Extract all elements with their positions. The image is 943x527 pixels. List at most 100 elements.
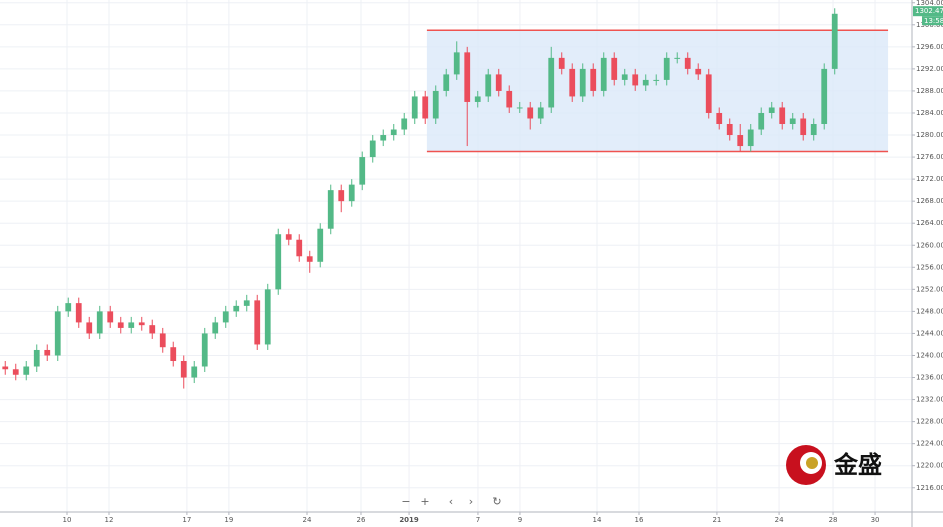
y-tick-label: 1220.00 (916, 462, 943, 470)
candle-body (201, 333, 208, 367)
candle-body (464, 52, 471, 102)
candle-body (695, 68, 702, 75)
y-tick-label: 1280.00 (916, 131, 943, 139)
candle-body (569, 68, 576, 97)
candle-body (128, 322, 135, 328)
nav-buttons: − + ‹ › ↻ (401, 495, 501, 508)
x-tick-label: 24 (303, 516, 312, 524)
candle-body (674, 57, 681, 59)
candle-body (747, 129, 754, 147)
x-tick-label: 19 (224, 516, 233, 524)
candle-body (579, 68, 586, 97)
candle-body (296, 239, 303, 257)
candle-body (243, 300, 250, 306)
countdown-label: 13:58 (924, 17, 943, 25)
y-tick-label: 1224.00 (916, 440, 943, 448)
candle-body (2, 366, 9, 370)
candle-body (590, 68, 597, 91)
zoom-out-button[interactable]: − (401, 495, 410, 508)
last-price-label: 1302.47 (915, 7, 943, 15)
reset-button[interactable]: ↻ (492, 495, 501, 508)
candle-body (149, 325, 156, 334)
y-tick-label: 1216.00 (916, 484, 943, 492)
candle-body (506, 90, 513, 108)
candle-body (212, 322, 219, 334)
x-tick-label: 26 (357, 516, 366, 524)
zoom-in-button[interactable]: + (420, 495, 429, 508)
x-tick-label: 12 (105, 516, 114, 524)
candle-body (306, 256, 313, 262)
y-tick-label: 1248.00 (916, 307, 943, 315)
candle-body (495, 74, 502, 91)
candle-body (548, 57, 555, 108)
candle-body (44, 349, 51, 356)
candle-body (401, 118, 408, 130)
y-tick-label: 1276.00 (916, 153, 943, 161)
candle-body (831, 13, 838, 69)
candle-body (75, 303, 82, 323)
candle-body (653, 79, 660, 81)
candle-body (233, 305, 240, 312)
candle-body (390, 129, 397, 136)
candle-body (317, 228, 324, 262)
candle-body (737, 135, 744, 147)
candle-body (474, 96, 481, 102)
candle-body (86, 322, 93, 334)
candle-body (138, 322, 145, 326)
candle-body (726, 124, 733, 136)
candle-body (716, 112, 723, 125)
candle-body (338, 190, 345, 202)
candle-body (611, 57, 618, 80)
y-tick-label: 1236.00 (916, 374, 943, 382)
x-tick-label: 21 (712, 516, 721, 524)
candle-body (159, 333, 166, 348)
y-tick-label: 1244.00 (916, 329, 943, 337)
candle-body (348, 184, 355, 202)
plot (2, 8, 889, 389)
scroll-left-button[interactable]: ‹ (449, 495, 453, 508)
last-price-tag (913, 6, 943, 17)
y-tick-label: 1228.00 (916, 418, 943, 426)
y-tick-label: 1260.00 (916, 241, 943, 249)
x-tick-label: 28 (829, 516, 838, 524)
scroll-right-button[interactable]: › (469, 495, 473, 508)
candle-body (821, 68, 828, 125)
candle-body (558, 57, 565, 69)
candle-body (422, 96, 429, 119)
x-tick-label: 10 (63, 516, 72, 524)
candle-body (275, 234, 282, 290)
x-tick-label: 24 (775, 516, 784, 524)
candle-body (12, 369, 19, 375)
x-tick-label: 7 (476, 516, 480, 524)
candle-body (170, 347, 177, 361)
candle-body (23, 366, 30, 375)
candle-body (65, 303, 72, 312)
x-tick-label: 9 (518, 516, 522, 524)
logo-text: 金盛 (833, 451, 882, 479)
y-tick-label: 1264.00 (916, 219, 943, 227)
candle-body (485, 74, 492, 97)
candle-body (96, 311, 103, 334)
x-tick-label: 17 (182, 516, 191, 524)
candle-body (54, 311, 61, 356)
candle-body (453, 52, 460, 75)
x-tick-label: 2019 (399, 516, 419, 524)
candle-body (516, 107, 523, 109)
candle-body (107, 311, 114, 323)
y-tick-label: 1284.00 (916, 109, 943, 117)
candle-body (600, 57, 607, 91)
logo-icon (806, 457, 818, 469)
range-box (426, 30, 889, 152)
candle-body (369, 140, 376, 158)
y-tick-label: 1304.00 (916, 0, 943, 7)
candle-body (359, 157, 366, 185)
candle-body (800, 118, 807, 136)
y-tick-label: 1268.00 (916, 197, 943, 205)
y-tick-label: 1232.00 (916, 396, 943, 404)
x-tick-label: 16 (635, 516, 644, 524)
candle-body (663, 57, 670, 80)
y-tick-label: 1292.00 (916, 65, 943, 73)
x-tick-label: 14 (593, 516, 602, 524)
